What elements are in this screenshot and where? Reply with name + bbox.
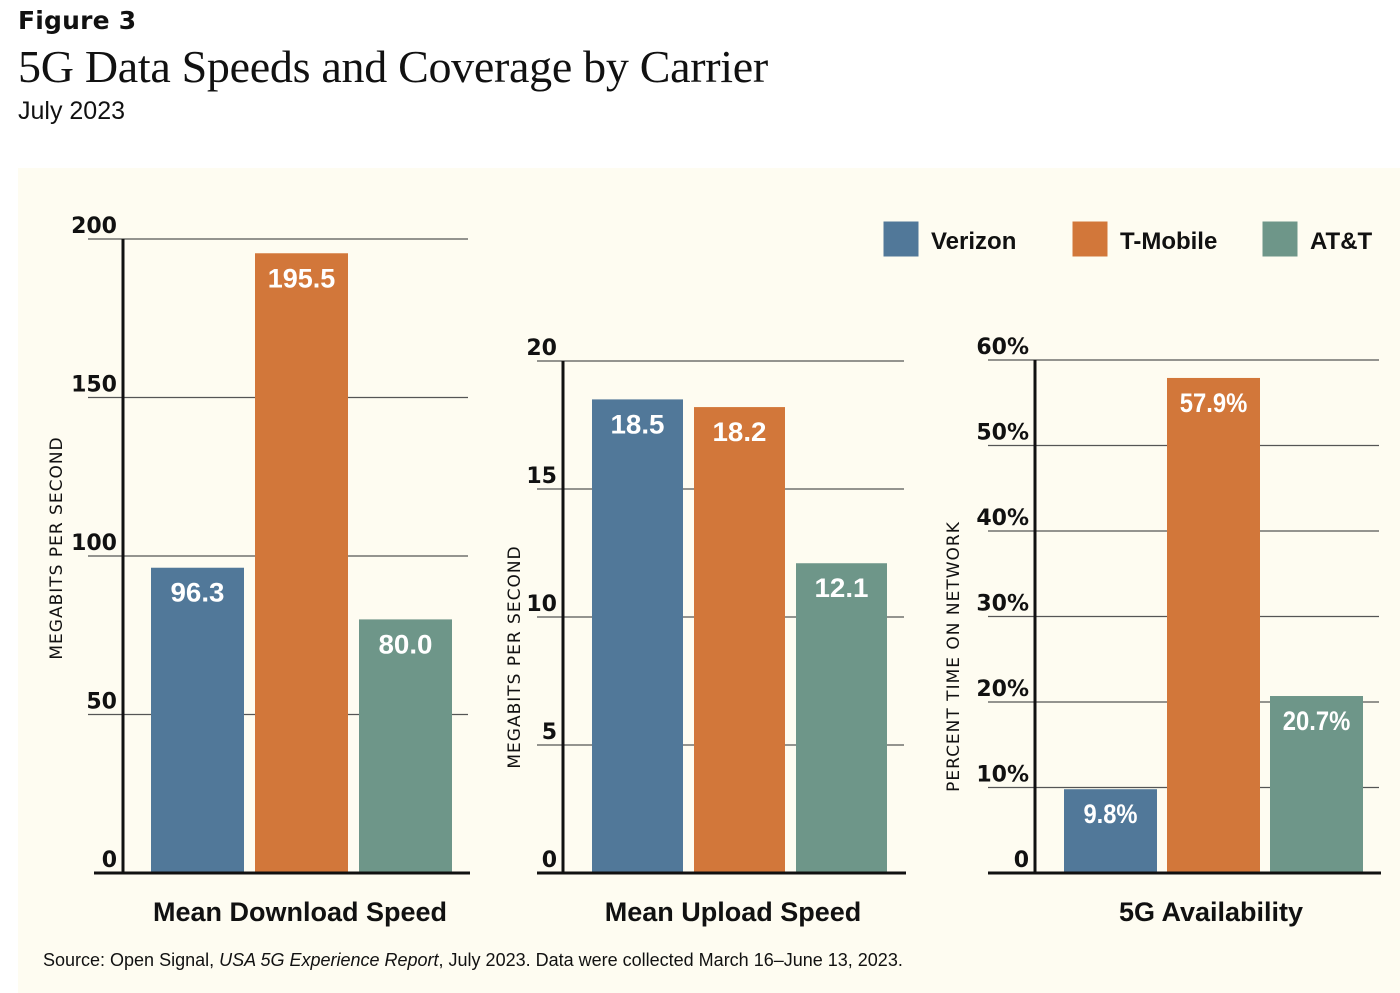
legend-label: AT&T [1310, 228, 1373, 255]
y-tick-label: 40% [976, 506, 1029, 531]
y-tick-label: 20 [526, 336, 557, 361]
legend-swatch-verizon [883, 221, 919, 257]
y-tick-label: 0 [542, 848, 557, 873]
y-tick-label: 5 [542, 720, 557, 745]
y-tick-label: 60% [976, 335, 1029, 360]
bar-verizon [151, 567, 244, 873]
data-label: 57.9% [1180, 388, 1248, 418]
source-prefix: Source: Open Signal, [43, 950, 220, 970]
data-label: 96.3 [171, 578, 225, 608]
legend-label: Verizon [931, 228, 1016, 255]
chart-title: 5G Data Speeds and Coverage by Carrier [18, 41, 768, 92]
y-tick-label: 20% [976, 677, 1029, 702]
y-tick-label: 15 [526, 464, 557, 489]
bar-t-mobile [255, 253, 348, 873]
y-tick-label: 0 [102, 848, 117, 873]
y-tick-label: 10% [976, 763, 1029, 788]
y-axis-label: PERCENT TIME ON NETWORK [944, 521, 964, 792]
bar-at-t [359, 619, 452, 873]
figure-label: Figure 3 [18, 6, 137, 35]
data-label: 80.0 [379, 629, 433, 659]
y-tick-label: 30% [976, 592, 1029, 617]
y-tick-label: 100 [71, 531, 117, 556]
source-suffix: , July 2023. Data were collected March 1… [438, 950, 903, 970]
source-note: Source: Open Signal, USA 5G Experience R… [43, 950, 903, 971]
data-label: 9.8% [1084, 799, 1138, 829]
y-tick-label: 50 [86, 690, 117, 715]
bar-verizon [592, 399, 683, 873]
y-tick-label: 50% [976, 421, 1029, 446]
y-tick-label: 150 [71, 373, 117, 398]
data-label: 18.2 [713, 417, 767, 447]
data-label: 20.7% [1283, 706, 1351, 736]
legend-swatch-t-mobile [1072, 221, 1108, 257]
bar-t-mobile [1167, 377, 1260, 873]
y-axis-label: MEGABITS PER SECOND [47, 436, 67, 659]
chart-subplot-title: Mean Upload Speed [605, 897, 862, 927]
chart-subplot-title: Mean Download Speed [153, 897, 447, 927]
data-label: 195.5 [268, 263, 336, 293]
bar-verizon [1064, 789, 1157, 873]
chart-subplot-title: 5G Availability [1119, 897, 1303, 927]
y-tick-label: 0 [1014, 848, 1029, 873]
y-tick-label: 10 [526, 592, 557, 617]
legend-swatch-at-t [1262, 221, 1298, 257]
y-axis-label: MEGABITS PER SECOND [505, 545, 525, 768]
data-label: 18.5 [611, 409, 665, 439]
legend-label: T-Mobile [1120, 228, 1217, 255]
bar-at-t [1270, 696, 1363, 873]
data-label: 12.1 [815, 573, 869, 603]
chart-subtitle: July 2023 [18, 97, 126, 125]
bar-at-t [796, 563, 887, 873]
bar-t-mobile [694, 407, 785, 873]
source-report-title: USA 5G Experience Report [219, 950, 439, 970]
y-tick-label: 200 [71, 214, 117, 239]
